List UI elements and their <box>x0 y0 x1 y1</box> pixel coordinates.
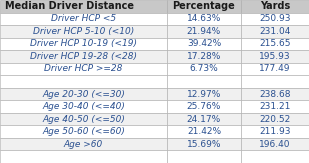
Text: 39.42%: 39.42% <box>187 39 221 48</box>
Text: 14.63%: 14.63% <box>187 14 221 23</box>
Bar <box>241 138 309 150</box>
Text: 215.65: 215.65 <box>259 39 291 48</box>
Text: 177.49: 177.49 <box>259 64 291 74</box>
Bar <box>167 100 241 113</box>
Bar <box>167 38 241 50</box>
Bar <box>167 150 241 163</box>
Bar <box>167 88 241 100</box>
Bar <box>167 125 241 138</box>
Text: 211.93: 211.93 <box>259 127 291 136</box>
Text: Median Driver Distance: Median Driver Distance <box>5 1 133 11</box>
Text: 231.21: 231.21 <box>259 102 291 111</box>
Text: 250.93: 250.93 <box>259 14 291 23</box>
Bar <box>0 88 167 100</box>
Text: 6.73%: 6.73% <box>189 64 218 74</box>
Bar <box>0 63 167 75</box>
Bar <box>0 100 167 113</box>
Bar <box>0 0 167 13</box>
Text: Age >60: Age >60 <box>64 140 103 149</box>
Bar <box>167 13 241 25</box>
Bar <box>241 113 309 125</box>
Bar <box>241 38 309 50</box>
Text: 24.17%: 24.17% <box>187 115 221 124</box>
Text: 21.94%: 21.94% <box>187 27 221 36</box>
Text: Driver HCP 5-10 (<10): Driver HCP 5-10 (<10) <box>33 27 134 36</box>
Bar <box>241 75 309 88</box>
Text: 21.42%: 21.42% <box>187 127 221 136</box>
Text: 25.76%: 25.76% <box>187 102 221 111</box>
Text: Percentage: Percentage <box>172 1 235 11</box>
Text: 15.69%: 15.69% <box>187 140 221 149</box>
Text: 231.04: 231.04 <box>259 27 291 36</box>
Text: 238.68: 238.68 <box>259 89 291 99</box>
Text: 220.52: 220.52 <box>259 115 291 124</box>
Bar <box>167 75 241 88</box>
Bar <box>241 25 309 38</box>
Bar <box>167 25 241 38</box>
Bar <box>167 50 241 63</box>
Bar <box>167 113 241 125</box>
Text: 17.28%: 17.28% <box>187 52 221 61</box>
Bar <box>241 63 309 75</box>
Bar <box>0 125 167 138</box>
Bar <box>0 113 167 125</box>
Text: 12.97%: 12.97% <box>187 89 221 99</box>
Text: Driver HCP >=28: Driver HCP >=28 <box>44 64 123 74</box>
Bar <box>0 150 167 163</box>
Text: Age 50-60 (<=60): Age 50-60 (<=60) <box>42 127 125 136</box>
Bar <box>241 50 309 63</box>
Text: 195.93: 195.93 <box>259 52 291 61</box>
Text: Driver HCP 10-19 (<19): Driver HCP 10-19 (<19) <box>30 39 137 48</box>
Bar <box>241 125 309 138</box>
Text: Yards: Yards <box>260 1 290 11</box>
Bar <box>167 138 241 150</box>
Bar <box>241 13 309 25</box>
Bar <box>241 0 309 13</box>
Bar <box>167 0 241 13</box>
Bar <box>0 50 167 63</box>
Text: Driver HCP 19-28 (<28): Driver HCP 19-28 (<28) <box>30 52 137 61</box>
Text: Driver HCP <5: Driver HCP <5 <box>51 14 116 23</box>
Bar <box>0 13 167 25</box>
Text: Age 40-50 (<=50): Age 40-50 (<=50) <box>42 115 125 124</box>
Bar <box>0 38 167 50</box>
Bar <box>0 25 167 38</box>
Bar <box>241 150 309 163</box>
Text: 196.40: 196.40 <box>259 140 291 149</box>
Bar <box>0 138 167 150</box>
Text: Age 30-40 (<=40): Age 30-40 (<=40) <box>42 102 125 111</box>
Bar <box>241 88 309 100</box>
Bar <box>167 63 241 75</box>
Bar <box>241 100 309 113</box>
Bar <box>0 75 167 88</box>
Text: Age 20-30 (<=30): Age 20-30 (<=30) <box>42 89 125 99</box>
